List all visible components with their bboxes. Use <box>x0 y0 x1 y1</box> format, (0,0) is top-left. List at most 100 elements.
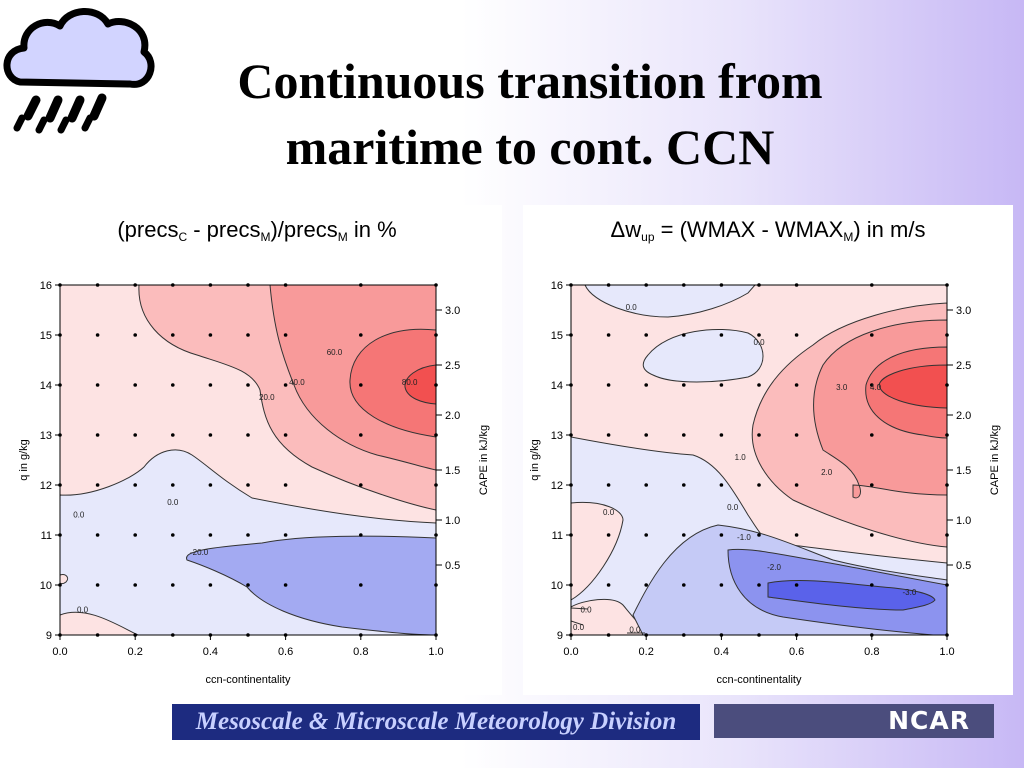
sim-point <box>95 583 100 587</box>
contour-label: 4.0 <box>870 383 882 392</box>
contour-line-zero-bottom <box>571 607 645 634</box>
sim-point <box>246 433 250 437</box>
sim-point <box>870 283 874 287</box>
sim-point <box>434 483 438 487</box>
sim-point <box>644 383 648 387</box>
sim-point <box>757 333 761 337</box>
contour-regions <box>571 285 947 635</box>
y-tick-label: 12 <box>40 480 52 492</box>
chart-axes: 0.0 0.2 0.4 0.6 0.8 1.0 9 10 11 12 13 14 15 16 0.5 1.0 1… <box>529 280 1001 686</box>
sim-point <box>945 583 949 587</box>
region-above-4 <box>878 364 947 409</box>
sim-point <box>283 433 288 437</box>
precip-change-chart: (precsC - precsM)/precsM in % 0.0 0.2 0.4 0… <box>12 205 502 695</box>
sim-point <box>171 283 175 287</box>
sim-point <box>95 383 100 387</box>
sim-point <box>95 633 100 637</box>
sim-point <box>682 383 686 387</box>
sim-point <box>682 633 686 637</box>
sim-point <box>870 383 874 387</box>
sim-point <box>606 583 611 587</box>
sim-point <box>359 533 363 537</box>
sim-point <box>606 333 611 337</box>
contour-label: 80.0 <box>402 378 418 387</box>
region-60-to-80 <box>349 328 436 438</box>
sim-point <box>95 433 100 437</box>
data-points <box>58 283 438 637</box>
sim-point <box>870 433 874 437</box>
chart-axes: 0.0 0.2 0.4 0.6 0.8 1.0 9 10 11 12 13 14 15 16 0.5 1.0 1… <box>18 280 490 686</box>
sim-point <box>870 533 874 537</box>
sim-point <box>283 483 288 487</box>
contour-label: 0.0 <box>727 503 739 512</box>
sim-point <box>359 483 363 487</box>
chart-title: (precsC - precsM)/precsM in % <box>117 217 397 244</box>
x-tick-label: 0.6 <box>278 646 293 658</box>
sim-point <box>719 533 724 537</box>
y-tick-label: 13 <box>551 430 563 442</box>
sim-point <box>434 433 438 437</box>
y-tick-label: 11 <box>41 530 52 542</box>
x-axis-label: ccn-continentality <box>206 674 291 686</box>
x-axis-label: ccn-continentality <box>717 674 802 686</box>
y-tick-label: 10 <box>551 580 563 592</box>
contour-label: -20.0 <box>190 548 209 557</box>
sim-point <box>606 633 611 637</box>
updraft-contour-plot: 0.0 0.2 0.4 0.6 0.8 1.0 9 10 11 12 13 14 15 16 0.5 1.0 1… <box>529 280 1001 686</box>
sim-point <box>359 383 363 387</box>
sim-point <box>606 383 611 387</box>
sim-point <box>208 483 213 487</box>
sim-point <box>283 283 288 287</box>
y2-tick-label: 0.5 <box>445 560 460 572</box>
sim-point <box>359 583 363 587</box>
sim-point <box>208 283 213 287</box>
sim-point <box>171 383 175 387</box>
sim-point <box>794 283 799 287</box>
contour-label: 0.0 <box>603 508 615 517</box>
sim-point <box>246 583 250 587</box>
sim-point <box>945 483 949 487</box>
region-below-minus-3 <box>767 579 936 611</box>
y2-tick-label: 3.0 <box>445 305 460 317</box>
y-tick-label: 11 <box>552 530 563 542</box>
contour-label: 0.0 <box>753 338 765 347</box>
contour-label: 0.0 <box>573 623 585 632</box>
y2-tick-label: 1.5 <box>956 465 971 477</box>
y-tick-label: 9 <box>46 630 52 642</box>
y2-tick-label: 0.5 <box>956 560 971 572</box>
contour-label: 0.0 <box>167 498 179 507</box>
sim-point <box>682 333 686 337</box>
sim-point <box>682 283 686 287</box>
sim-point <box>719 583 724 587</box>
sim-point <box>606 433 611 437</box>
sim-point <box>171 483 175 487</box>
sim-point <box>945 533 949 537</box>
sim-point <box>434 533 438 537</box>
sim-point <box>283 583 288 587</box>
sim-point <box>794 583 799 587</box>
contour-label: -3.0 <box>903 588 917 597</box>
sim-point <box>682 533 686 537</box>
sim-point <box>719 283 724 287</box>
sim-point <box>133 433 137 437</box>
sim-point <box>719 383 724 387</box>
contour-label: 60.0 <box>327 348 343 357</box>
sim-point <box>644 483 648 487</box>
contour-label: 1.0 <box>735 453 747 462</box>
y-tick-label: 16 <box>551 280 563 292</box>
contour-label: 3.0 <box>836 383 848 392</box>
contour-label: 0.0 <box>626 303 638 312</box>
contour-labels: 0.0 0.0 0.0 20.0 40.0 60.0 80.0 -20.0 <box>73 348 418 615</box>
sim-point <box>719 333 724 337</box>
sim-point <box>945 433 949 437</box>
x-tick-label: 0.2 <box>639 646 654 658</box>
region-minus-1-to-0-island <box>642 328 764 383</box>
region-above-80 <box>404 364 436 405</box>
sim-point <box>95 533 100 537</box>
slide-title: Continuous transition from maritime to c… <box>150 48 910 180</box>
updraft-change-chart: Δwup = (WMAX - WMAXM) in m/s 0.0 0.2 0.4 0.… <box>523 205 1013 695</box>
x-tick-label: 0.8 <box>864 646 879 658</box>
sim-point <box>870 483 874 487</box>
sim-point <box>644 533 648 537</box>
sim-point <box>133 583 137 587</box>
